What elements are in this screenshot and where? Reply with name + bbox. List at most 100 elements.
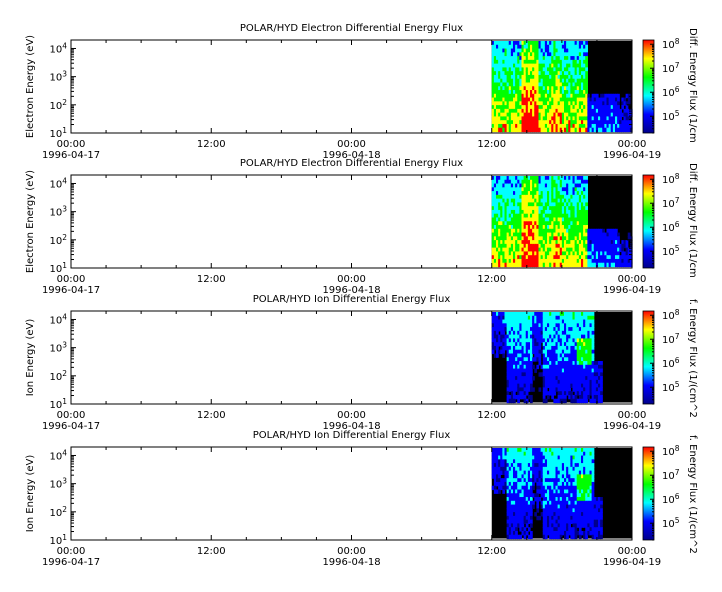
spectrogram-cell <box>557 368 561 373</box>
spectrogram-cell <box>549 455 552 460</box>
spectrogram-cell <box>561 41 565 46</box>
spectrogram-cell <box>585 225 588 230</box>
spectrogram-cell <box>525 108 529 114</box>
color-bar-tick-label: 108 <box>662 37 680 51</box>
spectrogram-cell <box>600 112 603 118</box>
spectrogram-cell <box>515 108 518 114</box>
spectrogram-cell <box>517 217 520 222</box>
spectrogram-cell <box>578 127 582 133</box>
spectrogram-cell <box>551 232 554 237</box>
spectrogram-cell <box>591 112 595 118</box>
spectrogram-cell <box>564 52 567 57</box>
spectrogram-cell <box>496 59 499 65</box>
spectrogram-cell <box>578 86 582 91</box>
spectrogram-cell <box>538 357 542 362</box>
spectrogram-cell <box>547 86 550 91</box>
spectrogram-cell <box>536 327 540 332</box>
spectrogram-cell <box>523 368 527 373</box>
spectrogram-cell <box>568 448 571 453</box>
spectrogram-cell <box>517 202 520 207</box>
spectrogram-cell <box>493 90 497 95</box>
spectrogram-cell <box>547 497 550 502</box>
spectrogram-cell <box>587 243 591 249</box>
spectrogram-cell <box>532 123 535 129</box>
spectrogram-cell <box>566 357 569 362</box>
spectrogram-cell <box>502 123 506 129</box>
spectrogram-cell <box>527 515 531 521</box>
spectrogram-cell <box>532 52 535 57</box>
spectrogram-cell <box>530 52 533 57</box>
spectrogram-cell <box>574 74 578 80</box>
spectrogram-cell <box>521 349 525 355</box>
spectrogram-cell <box>525 338 529 343</box>
spectrogram-cell <box>604 108 608 114</box>
spectrogram-cell <box>561 315 565 321</box>
spectrogram-cell <box>496 330 499 336</box>
spectrogram-cell <box>496 455 499 460</box>
spectrogram-cell <box>544 327 548 332</box>
spectrogram-cell <box>549 243 552 249</box>
spectrogram-cell <box>591 342 595 347</box>
spectrogram-cell <box>553 455 557 460</box>
spectrogram-cell <box>583 251 586 256</box>
spectrogram-cell <box>530 67 533 72</box>
spectrogram-cell <box>542 41 546 46</box>
spectrogram-cell <box>534 191 537 196</box>
spectrogram-cell <box>568 176 571 181</box>
spectrogram-cell <box>510 394 514 400</box>
spectrogram-cell <box>585 342 588 347</box>
spectrogram-cell <box>570 191 574 196</box>
spectrogram-cell <box>566 387 569 392</box>
spectrogram-cell <box>510 466 514 472</box>
spectrogram-cell <box>615 232 618 237</box>
spectrogram-cell <box>506 232 510 237</box>
spectrogram-cell <box>525 127 529 133</box>
spectrogram-cell <box>564 342 567 347</box>
spectrogram-cell <box>496 489 499 494</box>
spectrogram-cell <box>612 105 616 110</box>
spectrogram-cell <box>510 116 514 121</box>
spectrogram-cell <box>581 74 584 80</box>
y-tick-label: 104 <box>49 41 67 55</box>
spectrogram-cell <box>625 93 629 99</box>
spectrogram-cell <box>513 345 516 351</box>
spectrogram-cell <box>542 342 546 347</box>
spectrogram-cell <box>500 93 503 99</box>
spectrogram-cell <box>564 508 567 513</box>
spectrogram-cell <box>551 112 554 118</box>
spectrogram-cell <box>581 112 584 118</box>
spectrogram-cell <box>532 240 535 245</box>
spectrogram-cell <box>525 497 529 502</box>
spectrogram-cell <box>553 504 557 509</box>
spectrogram-cell <box>491 93 495 99</box>
spectrogram-cell <box>498 463 501 468</box>
spectrogram-cell <box>557 398 561 404</box>
spectrogram-cell <box>519 515 523 521</box>
spectrogram-cell <box>536 86 540 91</box>
spectrogram-cell <box>559 448 563 453</box>
spectrogram-cell <box>578 361 582 366</box>
spectrogram-cell <box>549 187 552 192</box>
spectrogram-cell <box>589 101 593 106</box>
spectrogram-cell <box>557 202 561 207</box>
spectrogram-cell <box>583 330 586 336</box>
spectrogram-cell <box>572 361 576 366</box>
spectrogram-cell <box>589 334 593 339</box>
spectrogram-cell <box>506 379 510 385</box>
spectrogram-cell <box>578 56 582 61</box>
spectrogram-cell <box>510 530 514 536</box>
spectrogram-cell <box>500 78 503 84</box>
spectrogram-cell <box>517 116 520 121</box>
spectrogram-cell <box>589 478 593 483</box>
spectrogram-cell <box>549 330 552 336</box>
spectrogram-cell <box>500 334 503 339</box>
spectrogram-cell <box>568 376 571 381</box>
spectrogram-cell <box>536 127 540 133</box>
spectrogram-cell <box>517 338 520 343</box>
spectrogram-cell <box>578 191 582 196</box>
spectrogram-cell <box>578 319 582 324</box>
spectrogram-cell <box>583 534 586 540</box>
spectrogram-cell <box>502 240 506 245</box>
spectrogram-cell <box>553 391 557 396</box>
spectrogram-cell <box>517 213 520 219</box>
